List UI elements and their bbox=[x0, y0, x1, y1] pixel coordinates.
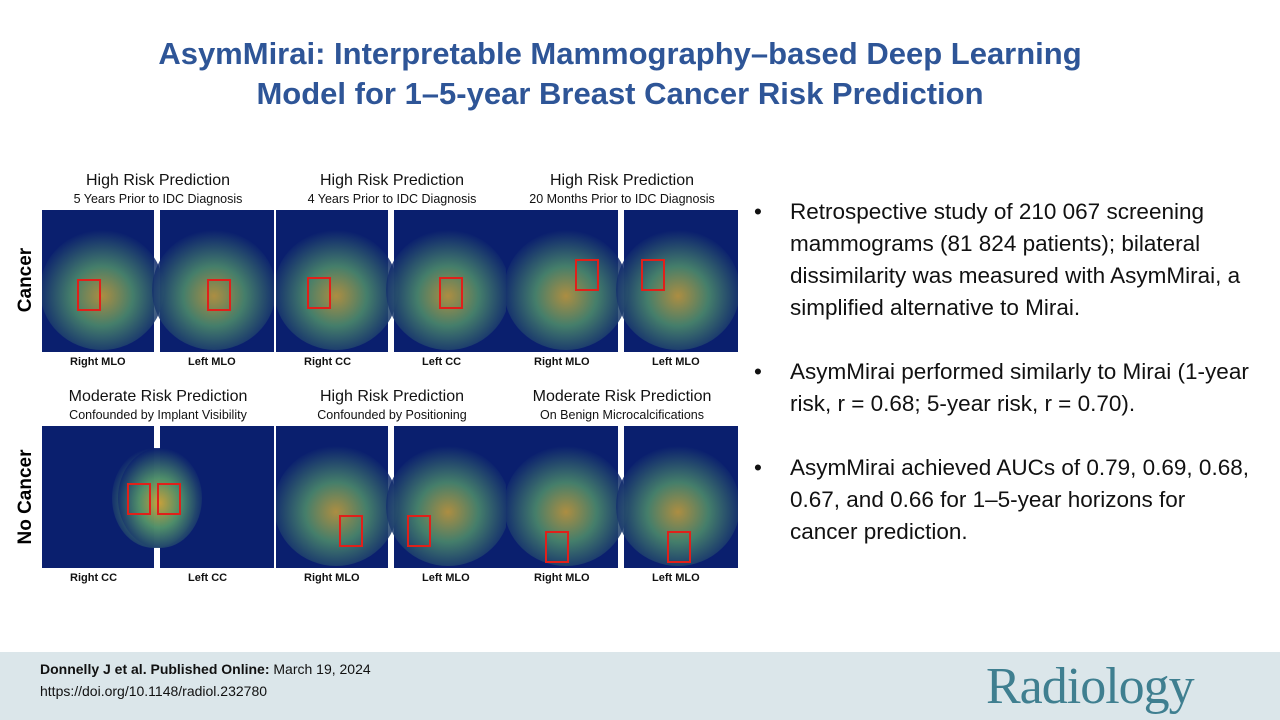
row-label-cancer: Cancer bbox=[15, 247, 36, 313]
right-view-label: Left MLO bbox=[422, 572, 470, 584]
panel-title: Moderate Risk Prediction bbox=[68, 388, 248, 405]
footer-bar bbox=[0, 652, 1280, 720]
figure-panel: High Risk Prediction 4 Years Prior to IDC… bbox=[276, 172, 508, 372]
risk-highlight-box bbox=[127, 483, 151, 515]
citation-date: March 19, 2024 bbox=[269, 661, 371, 677]
left-view-label: Right MLO bbox=[534, 356, 590, 368]
bullet-text: AsymMirai performed similarly to Mirai (… bbox=[790, 359, 1249, 416]
risk-highlight-box bbox=[575, 259, 599, 291]
bullet-item: • Retrospective study of 210 067 screeni… bbox=[754, 196, 1254, 324]
panel-title: High Risk Prediction bbox=[85, 172, 231, 189]
figure-panel: High Risk Prediction 20 Months Prior to I… bbox=[506, 172, 738, 372]
mammogram-heatmap bbox=[506, 426, 738, 568]
left-view-label: Right CC bbox=[70, 572, 118, 584]
right-view-label: Left CC bbox=[422, 356, 462, 368]
risk-highlight-box bbox=[77, 279, 101, 311]
mammogram-heatmap bbox=[42, 210, 274, 352]
panel-title: High Risk Prediction bbox=[319, 172, 465, 189]
mammogram-heatmap bbox=[276, 210, 508, 352]
risk-highlight-box bbox=[207, 279, 231, 311]
risk-highlight-box bbox=[545, 531, 569, 563]
risk-highlight-box bbox=[407, 515, 431, 547]
bullet-dot: • bbox=[754, 455, 762, 480]
bullet-dot: • bbox=[754, 199, 762, 224]
risk-highlight-box bbox=[339, 515, 363, 547]
figure-panel: Moderate Risk Prediction Confounded by Im… bbox=[42, 388, 274, 588]
bullet-item: • AsymMirai achieved AUCs of 0.79, 0.69,… bbox=[754, 452, 1254, 548]
right-view-label: Left CC bbox=[188, 572, 228, 584]
doi-link[interactable]: https://doi.org/10.1148/radiol.232780 bbox=[40, 683, 268, 699]
risk-highlight-box bbox=[439, 277, 463, 309]
row-label-no-cancer: No Cancer bbox=[15, 449, 36, 545]
left-view-label: Right MLO bbox=[70, 356, 126, 368]
right-view-label: Left MLO bbox=[188, 356, 236, 368]
key-points: • Retrospective study of 210 067 screeni… bbox=[754, 196, 1254, 580]
panel-title: High Risk Prediction bbox=[549, 172, 695, 189]
bullet-text: AsymMirai achieved AUCs of 0.79, 0.69, 0… bbox=[790, 455, 1249, 544]
slide-title: AsymMirai: Interpretable Mammography–bas… bbox=[60, 34, 1180, 114]
citation: Donnelly J et al. Published Online: Marc… bbox=[40, 658, 371, 702]
citation-authors: Donnelly J et al. Published Online: bbox=[40, 661, 270, 677]
panel-subtitle: 4 Years Prior to IDC Diagnosis bbox=[307, 192, 477, 206]
figure-panel: Moderate Risk Prediction On Benign Microc… bbox=[506, 388, 738, 588]
risk-highlight-box bbox=[641, 259, 665, 291]
risk-highlight-box bbox=[307, 277, 331, 309]
mammogram-heatmap bbox=[506, 210, 738, 352]
right-view-label: Left MLO bbox=[652, 572, 700, 584]
risk-highlight-box bbox=[157, 483, 181, 515]
title-line-1: AsymMirai: Interpretable Mammography–bas… bbox=[158, 36, 1082, 71]
bullet-item: • AsymMirai performed similarly to Mirai… bbox=[754, 356, 1254, 420]
mammogram-heatmap bbox=[42, 426, 274, 568]
left-view-label: Right MLO bbox=[304, 572, 360, 584]
bullet-text: Retrospective study of 210 067 screening… bbox=[790, 199, 1241, 320]
left-view-label: Right MLO bbox=[534, 572, 590, 584]
panel-subtitle: Confounded by Implant Visibility bbox=[69, 408, 247, 422]
right-view-label: Left MLO bbox=[652, 356, 700, 368]
panel-title: Moderate Risk Prediction bbox=[532, 388, 712, 405]
panel-subtitle: 20 Months Prior to IDC Diagnosis bbox=[529, 192, 715, 206]
left-view-label: Right CC bbox=[304, 356, 352, 368]
radiology-logo: Radiology bbox=[986, 658, 1195, 715]
title-line-2: Model for 1–5-year Breast Cancer Risk Pr… bbox=[256, 76, 984, 111]
figure-panel: High Risk Prediction Confounded by Positi… bbox=[276, 388, 508, 588]
panel-subtitle: 5 Years Prior to IDC Diagnosis bbox=[73, 192, 243, 206]
panel-title: High Risk Prediction bbox=[319, 388, 465, 405]
panel-subtitle: On Benign Microcalcifications bbox=[540, 408, 704, 422]
bullet-dot: • bbox=[754, 359, 762, 384]
panel-subtitle: Confounded by Positioning bbox=[317, 408, 467, 422]
mammogram-heatmap bbox=[276, 426, 508, 568]
figure-panel: High Risk Prediction 5 Years Prior to IDC… bbox=[42, 172, 274, 372]
risk-highlight-box bbox=[667, 531, 691, 563]
mammogram-figure: Cancer No Cancer High Risk Prediction 5 Y… bbox=[0, 0, 740, 600]
